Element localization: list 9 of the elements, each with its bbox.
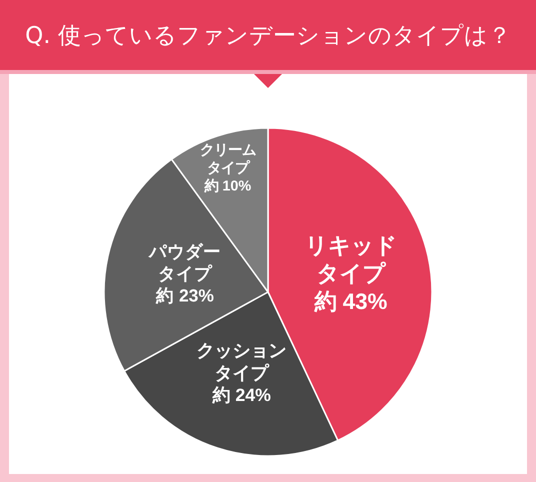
slice-label: リキッドタイプ <box>304 233 397 286</box>
slice-label: パウダータイプ <box>148 242 222 284</box>
chart-title: Q. 使っているファンデーションのタイプは？ <box>0 0 536 74</box>
slice-label: クリームタイプ <box>200 142 256 176</box>
slice-label: クッションタイプ <box>196 340 287 383</box>
data-label: 約 43% <box>314 288 388 314</box>
data-label: 約 23% <box>155 285 214 306</box>
data-label: 約 24% <box>212 385 272 406</box>
data-label: 約 10% <box>203 178 252 194</box>
